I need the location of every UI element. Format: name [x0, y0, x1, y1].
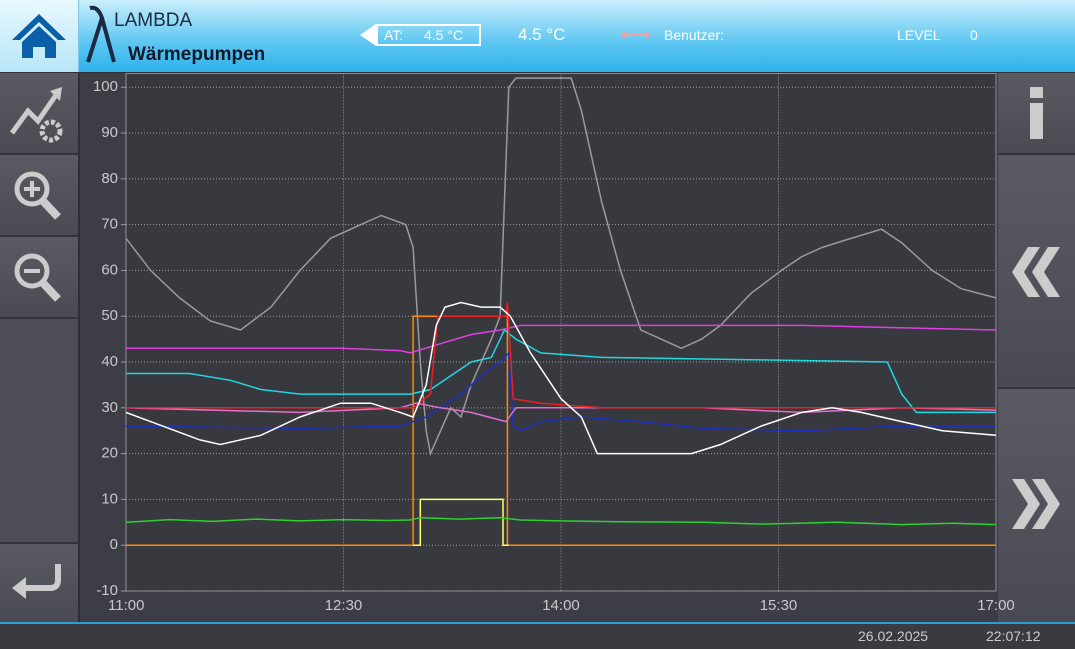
scroll-back-button[interactable]	[998, 155, 1075, 389]
y-tick-label: 20	[101, 445, 118, 462]
level-label: LEVEL	[897, 27, 941, 43]
y-tick-label: 80	[101, 170, 118, 187]
y-tick-label: 40	[101, 353, 118, 370]
top-bar: LAMBDA Wärmepumpen AT: 4.5 °C 4.5 °C Ben…	[0, 0, 1075, 72]
data-line	[125, 516, 997, 526]
data-line	[125, 351, 996, 432]
scroll-forward-button[interactable]	[998, 389, 1075, 622]
data-line	[125, 77, 997, 457]
chart-background	[80, 73, 998, 622]
logo-bottom: Wärmepumpen	[128, 44, 266, 65]
y-tick-label: 50	[101, 307, 118, 324]
at-label: AT:	[384, 27, 404, 43]
y-tick-label: 60	[101, 261, 118, 278]
data-line	[126, 328, 996, 414]
right-toolbar	[998, 73, 1075, 622]
scroll-back-icon	[1012, 247, 1060, 297]
data-line	[413, 498, 509, 546]
at-box[interactable]: AT: 4.5 °C	[376, 24, 481, 46]
logo-lambda	[86, 5, 116, 63]
usb-icon	[621, 31, 650, 39]
info-icon	[1030, 87, 1043, 139]
chart-settings-button[interactable]	[0, 73, 78, 155]
home-icon	[12, 14, 66, 58]
y-tick-label: 90	[101, 124, 118, 141]
zoom-out-button[interactable]	[0, 237, 78, 319]
at-arrow	[360, 24, 376, 46]
date: 26.02.2025	[858, 628, 929, 644]
data-line	[126, 302, 996, 409]
at-value: 4.5 °C	[424, 27, 464, 43]
x-tick-label: 15:30	[760, 597, 798, 614]
y-tick-label: 10	[101, 490, 118, 507]
home-button[interactable]	[0, 0, 79, 72]
y-tick-label: 0	[110, 536, 118, 553]
chart-settings-icon	[9, 87, 63, 143]
user-label: Benutzer:	[664, 27, 724, 43]
data-line	[126, 324, 997, 354]
left-toolbar	[0, 73, 78, 622]
time: 22:07:12	[986, 628, 1041, 644]
data-line	[125, 301, 997, 455]
zoom-in-icon	[14, 171, 61, 220]
logo-top: LAMBDA	[114, 10, 193, 31]
status-bar: 26.02.2025 22:07:12	[0, 622, 1075, 649]
data-line	[125, 402, 997, 423]
zoom-in-button[interactable]	[0, 155, 78, 237]
zoom-out-icon	[14, 253, 61, 302]
data-line	[126, 315, 996, 546]
x-tick-label: 12:30	[325, 597, 363, 614]
x-tick-label: 11:00	[108, 597, 144, 614]
plot-area	[125, 73, 997, 592]
back-icon	[12, 564, 61, 599]
back-button[interactable]	[0, 542, 78, 622]
info-button[interactable]	[998, 73, 1075, 155]
y-tick-label: 70	[101, 216, 118, 233]
y-tick-label: -10	[96, 582, 118, 599]
scroll-forward-icon	[1012, 479, 1060, 529]
temperature: 4.5 °C	[518, 25, 566, 44]
level-value: 0	[970, 27, 978, 43]
x-tick-label: 14:00	[542, 597, 580, 614]
y-tick-label: 30	[101, 399, 118, 416]
y-tick-label: 100	[93, 78, 118, 95]
